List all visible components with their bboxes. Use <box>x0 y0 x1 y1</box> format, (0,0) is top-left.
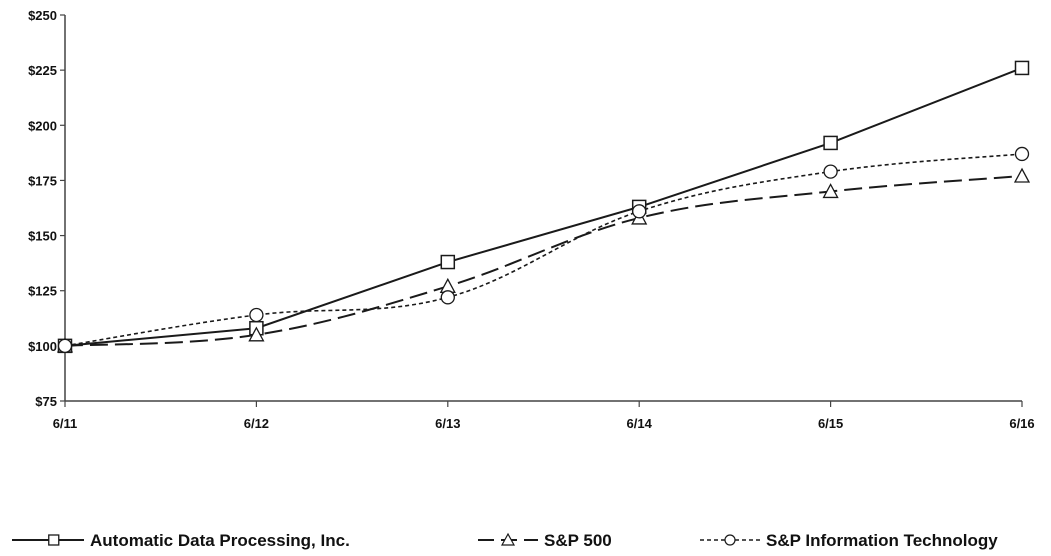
x-tick-label: 6/14 <box>627 416 653 431</box>
x-tick-label: 6/11 <box>53 416 78 431</box>
data-point-square <box>1014 60 1030 76</box>
data-point-square <box>440 254 456 270</box>
data-point-triangle <box>248 326 265 342</box>
x-tick-label: 6/15 <box>818 416 843 431</box>
data-point-circle <box>440 290 455 305</box>
legend-circle-marker <box>724 534 736 546</box>
data-point-circle <box>249 307 264 323</box>
x-tick-label: 6/16 <box>1009 416 1034 431</box>
y-tick-label: $250 <box>28 8 57 23</box>
series-line-triangle <box>64 175 1023 347</box>
x-tick-label: 6/13 <box>435 416 460 431</box>
y-tick-label: $200 <box>28 118 57 133</box>
x-axis-ticks: 6/11 6/12 6/13 6/14 6/15 6/16 <box>53 401 1035 431</box>
series-lines <box>64 67 1023 347</box>
data-point-triangle <box>1013 167 1031 183</box>
data-point-circle <box>1014 146 1030 162</box>
series-line-square <box>64 67 1023 347</box>
chart-axes <box>64 15 1022 402</box>
series-line-circle <box>64 153 1023 347</box>
y-tick-label: $175 <box>28 173 57 188</box>
data-point-circle <box>632 204 647 219</box>
series-markers <box>56 60 1031 354</box>
legend-square-marker <box>48 534 60 546</box>
data-point-triangle <box>822 183 839 199</box>
y-tick-label: $100 <box>28 339 57 354</box>
y-tick-label: $225 <box>28 63 57 78</box>
legend-label: Automatic Data Processing, Inc. <box>90 531 350 550</box>
y-tick-label: $125 <box>28 284 57 299</box>
data-point-circle <box>823 164 838 179</box>
data-point-square <box>823 135 838 151</box>
y-tick-label: $75 <box>35 394 57 409</box>
legend: Automatic Data Processing, Inc. S&P 500 S&… <box>12 531 998 550</box>
legend-label: S&P Information Technology <box>766 531 998 550</box>
y-axis-ticks: $75 $100 $125 $150 $175 $200 $225 $250 <box>28 8 65 409</box>
y-tick-label: $150 <box>28 229 57 244</box>
legend-triangle-marker <box>500 532 516 546</box>
data-point-circle <box>57 338 73 354</box>
x-tick-label: 6/12 <box>244 416 269 431</box>
legend-label: S&P 500 <box>544 531 612 550</box>
